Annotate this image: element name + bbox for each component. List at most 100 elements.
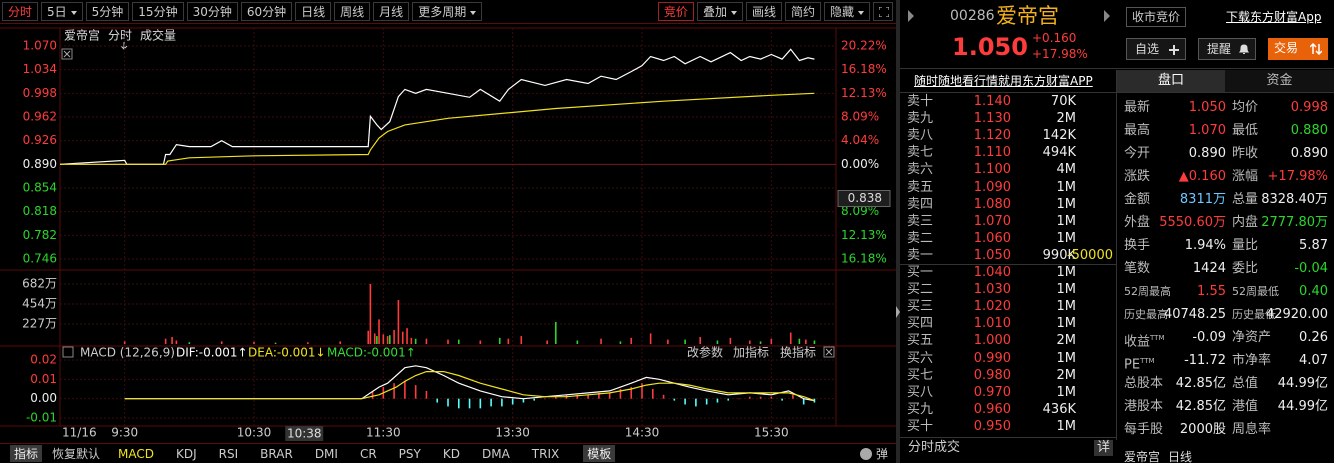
indicator-tab[interactable]: PSY (398, 446, 421, 461)
app-banner[interactable]: 随时随地看行情就用东方财富APP (914, 74, 1093, 88)
indicator-tab[interactable]: DMI (314, 446, 338, 461)
volume-bar (748, 340, 751, 344)
volume-bar (386, 336, 389, 344)
book-price: 0.960 (973, 401, 1011, 417)
macd-bar (587, 394, 589, 399)
tab[interactable]: 资金 (1225, 70, 1334, 92)
y-tick-label: 0.926 (23, 133, 57, 147)
period-button[interactable]: 5分钟 (85, 2, 130, 21)
volume-bar (759, 341, 762, 344)
y-tick-label: 0.746 (23, 252, 57, 266)
y2-tick-label: 16.18% (841, 62, 887, 76)
volume-bar (479, 340, 482, 344)
stat-value: 1424 (1192, 261, 1226, 276)
period-button[interactable]: 周线 (334, 2, 371, 21)
trades-detail[interactable]: 详 (1094, 440, 1114, 456)
stat-label: 历史最低 (1232, 308, 1276, 321)
popup-toggle[interactable]: 弹 (859, 445, 888, 462)
book-level: 卖五 (907, 179, 934, 195)
alert-button[interactable]: 提醒 (1198, 38, 1256, 60)
x-tick-label: 13:30 (495, 426, 530, 440)
period-button[interactable]: 更多周期 (412, 2, 483, 21)
book-price: 0.990 (973, 350, 1011, 366)
volume-bar (805, 339, 807, 344)
tool-button[interactable]: 画线 (745, 2, 782, 21)
macd-bar (705, 398, 708, 405)
book-level: 卖九 (907, 111, 934, 127)
macd-bar (511, 398, 514, 405)
period-button[interactable]: 5日 (41, 2, 83, 21)
expand-button[interactable] (873, 2, 893, 21)
volume-bar (447, 339, 449, 344)
tool-button[interactable]: 隐藏 (823, 2, 870, 21)
tool-button[interactable]: 竞价 (657, 2, 694, 21)
watch-button[interactable]: 自选 (1126, 38, 1186, 60)
y2-tick-label: 16.18% (841, 252, 887, 266)
indicator-tab[interactable]: DMA (481, 446, 510, 461)
period-button[interactable]: 日线 (295, 2, 332, 21)
stat-value: 5.87 (1299, 238, 1328, 253)
volume-bar (373, 333, 376, 344)
period-button[interactable]: 30分钟 (186, 2, 238, 21)
popup-label: 弹 (875, 447, 888, 461)
volume-bar (123, 341, 126, 344)
footer-period: 日线 (1168, 450, 1193, 463)
volume-bar (813, 340, 816, 344)
volume-bar (425, 338, 428, 344)
book-price: 1.130 (973, 111, 1011, 127)
period-button[interactable]: 15分钟 (132, 2, 184, 21)
volume-bar (798, 338, 801, 344)
volume-bar (188, 342, 191, 344)
last-price: 1.050 (952, 33, 1028, 61)
book-level: 买三 (907, 299, 934, 315)
indicator-tab[interactable]: BRAR (260, 446, 293, 461)
book-price: 1.140 (973, 94, 1011, 109)
tool-button[interactable]: 叠加 (696, 2, 743, 21)
template-button[interactable]: 模板 (583, 445, 616, 462)
y2-tick-label: 0.00% (841, 157, 879, 171)
stat-label-sup: TTM (1150, 334, 1165, 342)
x-tick-label: 14:30 (625, 426, 660, 440)
indicator-tab[interactable]: RSI (218, 446, 239, 461)
stat-value: 0.890 (1290, 146, 1328, 161)
tab-active[interactable]: 盘口 (1117, 70, 1225, 92)
indicator-tab[interactable]: KD (442, 446, 460, 461)
book-level: 买二 (907, 282, 934, 298)
book-volume: 494K (1042, 145, 1076, 161)
book-level: 买七 (907, 367, 934, 383)
caret (730, 10, 737, 15)
plus-icon (1169, 45, 1179, 55)
legend-entry: MACD:-0.001↑ (327, 346, 416, 360)
y-tick-label: 0.998 (23, 86, 57, 100)
period-button[interactable]: 月线 (373, 2, 410, 21)
volume-bar (699, 336, 701, 344)
reset-button[interactable]: 恢复默认 (52, 447, 101, 461)
book-price: 0.980 (973, 367, 1011, 383)
bell-icon (1239, 44, 1249, 54)
trade-button[interactable]: 交易 (1268, 38, 1328, 60)
book-price: 1.000 (973, 333, 1011, 349)
macd-bar (802, 398, 805, 405)
close-box (61, 48, 73, 60)
book-price: 1.030 (973, 282, 1011, 298)
splitter[interactable] (896, 0, 900, 463)
change: +0.160 (1032, 31, 1077, 45)
period-button[interactable]: 60分钟 (240, 2, 293, 21)
book-volume: 70K (1050, 94, 1076, 109)
indicator-tab[interactable]: MACD (118, 446, 155, 461)
indicator-label[interactable]: 指标 (10, 445, 43, 462)
download-link[interactable]: 下载东方财富App (1226, 10, 1322, 24)
book-price: 1.010 (973, 316, 1011, 332)
book-price: 1.020 (973, 299, 1011, 315)
volume-bar (520, 336, 523, 344)
period-button[interactable]: 分时 (2, 2, 39, 21)
status-badge: 收市竞价 (1126, 7, 1187, 27)
stat-value: 1.55 (1197, 284, 1226, 299)
indicator-tab[interactable]: KDJ (176, 446, 197, 461)
indicator-tab[interactable]: CR (359, 446, 377, 461)
book-price: 0.970 (973, 384, 1011, 400)
tool-button[interactable]: 简约 (784, 2, 821, 21)
indicator-tab[interactable]: TRIX (531, 446, 560, 461)
macd-bar (533, 398, 536, 401)
